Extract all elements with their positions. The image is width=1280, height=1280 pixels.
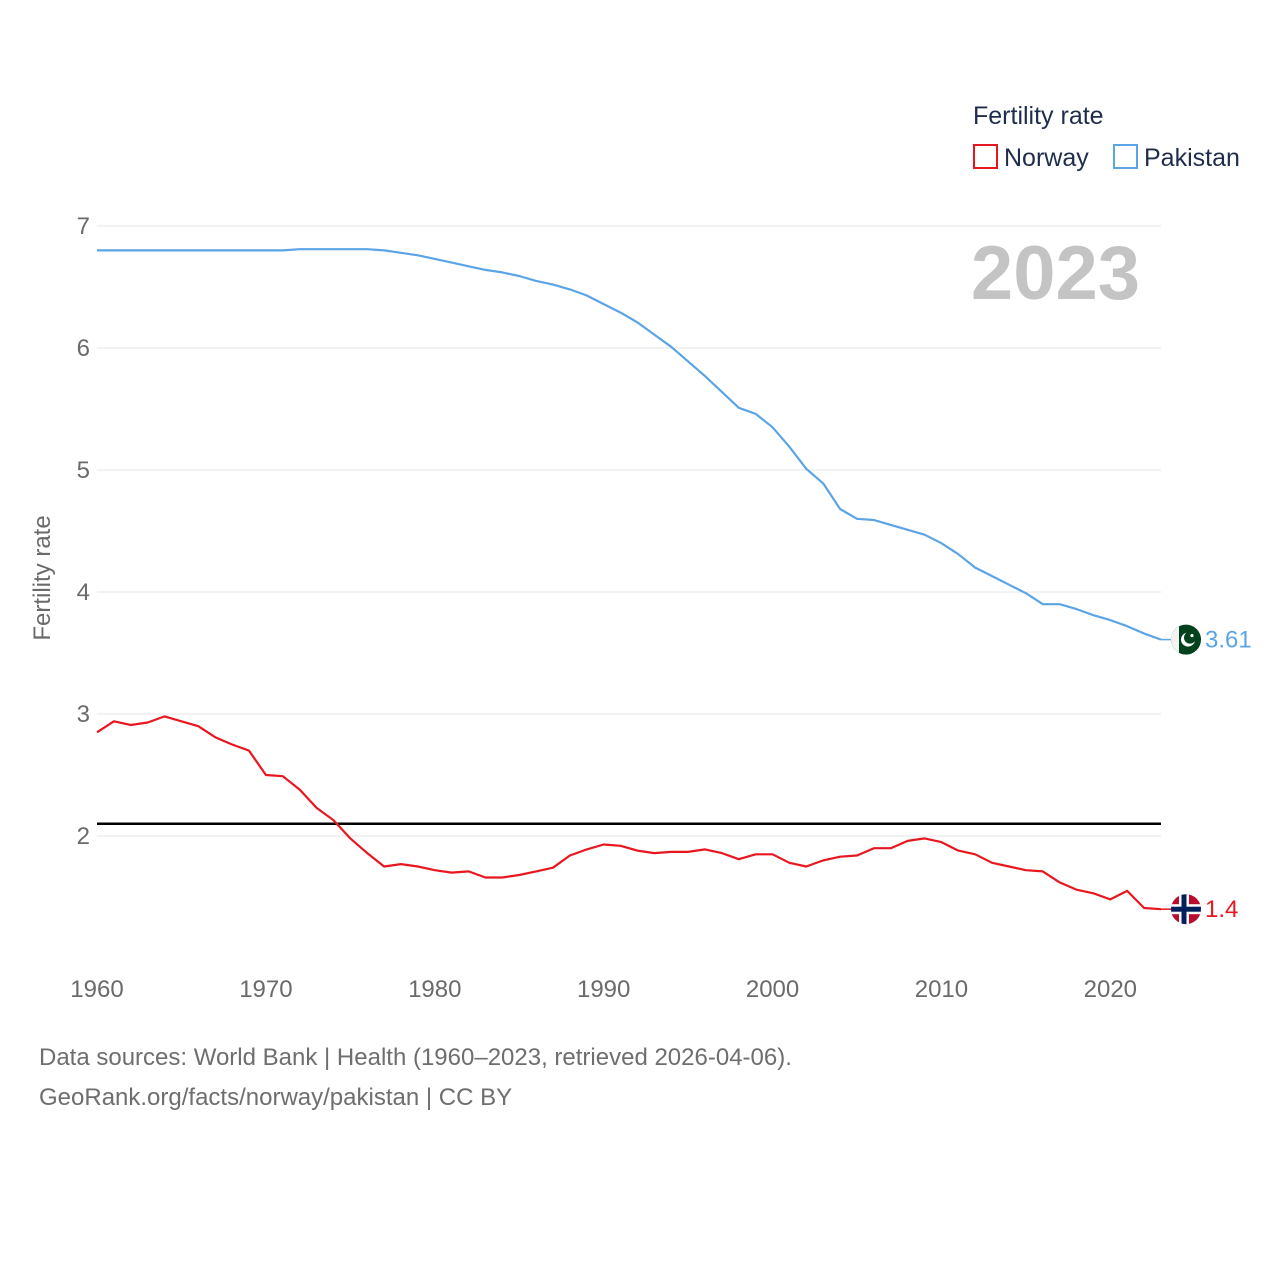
legend-swatch-pakistan (1113, 144, 1138, 169)
series-line-pakistan (97, 248, 1162, 641)
legend-swatch-norway (973, 144, 998, 169)
series-line-norway (96, 715, 1162, 911)
y-tick-label: 5 (77, 457, 90, 484)
norway-end-value: 1.4 (1205, 896, 1238, 923)
year-label: 2023 (971, 231, 1140, 316)
y-tick-label: 4 (77, 579, 90, 606)
x-tick-label: 2010 (915, 976, 968, 1003)
x-tick-label: 2020 (1084, 976, 1137, 1003)
y-tick-label: 3 (77, 701, 90, 728)
footer-link[interactable]: GeoRank.org/facts/norway/pakistan | CC B… (39, 1084, 513, 1111)
x-tick-label: 1980 (408, 976, 461, 1003)
x-axis-ticks: 1960 1970 1980 1990 2000 2010 2020 (70, 976, 1137, 1003)
x-tick-label: 1970 (239, 976, 292, 1003)
pakistan-flag-icon (1171, 624, 1201, 655)
y-tick-label: 6 (77, 335, 90, 362)
y-tick-label: 7 (77, 213, 90, 240)
x-tick-label: 1990 (577, 976, 630, 1003)
legend-item-norway[interactable]: Norway (973, 144, 1089, 172)
series-lines (96, 248, 1171, 911)
x-tick-label: 2000 (746, 976, 799, 1003)
footer-sources: Data sources: World Bank | Health (1960–… (39, 1044, 792, 1071)
y-axis-title: Fertility rate (29, 515, 56, 640)
legend-title: Fertility rate (973, 102, 1104, 130)
legend-label-norway: Norway (1004, 144, 1089, 172)
y-axis-ticks: 2 3 4 5 6 7 (77, 213, 90, 850)
norway-flag-icon (1171, 894, 1201, 925)
y-tick-label: 2 (77, 823, 90, 850)
x-tick-label: 1960 (70, 976, 123, 1003)
legend-label-pakistan: Pakistan (1144, 144, 1240, 172)
pakistan-end-value: 3.61 (1205, 627, 1252, 654)
legend-item-pakistan[interactable]: Pakistan (1113, 144, 1240, 172)
gridlines (97, 225, 1161, 837)
